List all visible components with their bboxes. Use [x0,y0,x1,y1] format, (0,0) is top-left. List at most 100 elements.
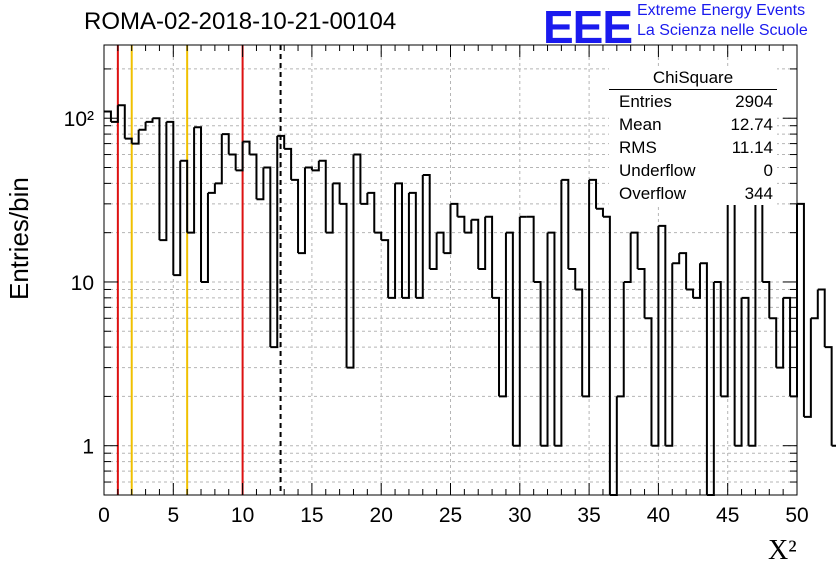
histogram-bin [464,219,473,234]
histogram-bin [741,296,750,446]
histogram-bin [318,159,327,233]
histogram-bin [658,224,667,446]
reference-lines [116,45,282,495]
histogram-bin [221,133,230,155]
histogram-bin [547,231,556,446]
histogram-bin [817,288,826,348]
x-tick-label: 5 [167,504,179,527]
histogram-bin [679,252,688,290]
histogram-bin [214,134,223,185]
histogram-bin [803,318,812,418]
axes: 0 5 10 15 20 25 30 35 40 45 50 1 10 10² [64,44,809,527]
histogram-bin [512,216,521,447]
histogram-bin [450,202,459,217]
histogram-bin [388,183,397,299]
histogram-bin [554,179,563,447]
y-tick-label: 1 [82,436,94,459]
histogram-bin [505,231,514,446]
stats-row-mean: Mean 12.74 [609,113,777,136]
histogram-bin [651,225,660,447]
x-tick-label: 25 [439,504,462,527]
x-tick-label: 35 [577,504,600,527]
y-tick-label: 10² [64,108,94,131]
histogram-bin [242,140,251,155]
histogram-bin [194,126,203,282]
histogram-bin [180,159,189,233]
logo-subtitle-1: Extreme Energy Events [637,2,806,19]
x-tick-label: 40 [647,504,670,527]
histogram-bin [422,174,431,269]
histogram-bin [298,167,306,255]
histogram-bin [443,203,452,255]
histogram-bin [693,263,701,299]
histogram-bin [311,160,320,172]
histogram-bin [713,280,722,397]
x-tick-label: 30 [508,504,531,527]
histogram-bin [686,288,695,298]
logo-subtitle-2: La Scienza nelle Scuole [637,22,808,39]
stats-value: 12.74 [730,115,773,134]
x-tick-label: 20 [370,504,393,527]
histogram-bin [159,121,168,242]
x-tick-label: 0 [98,504,110,527]
histogram-bin [797,202,805,417]
histogram-bin [436,231,445,254]
histogram-bin [644,317,653,446]
stats-value: 0 [763,161,773,180]
histogram-bin [173,160,182,277]
histogram-bin [367,191,376,233]
run-title: ROMA-02-2018-10-21-00104 [84,8,397,35]
histogram-bin [201,192,209,283]
histogram-bin [401,192,410,299]
histogram-bin [769,317,778,368]
histogram-bin [346,154,355,369]
x-tick-label: 45 [716,504,739,527]
histogram-bin [776,297,785,369]
x-tick-label: 10 [231,504,254,527]
histogram-bin [755,202,764,282]
histogram-bin [381,239,390,298]
histogram-bin [540,232,549,447]
histogram-bin [602,215,611,495]
stats-label: Entries [619,92,672,111]
stats-label: Underflow [619,161,696,180]
histogram-bin [429,232,438,270]
histogram-bin [235,141,244,172]
histogram-bin [526,215,535,282]
histogram-bin [471,218,480,269]
histogram-bin [263,166,272,348]
stats-value: 2904 [735,92,773,111]
stats-value: 11.14 [731,138,773,157]
histogram-bin [492,296,501,397]
x-axis-label: X² [768,535,797,566]
histogram-bin [561,178,570,269]
histogram-bin [630,231,639,269]
histogram-bin [291,178,300,254]
histogram-bin [637,267,646,319]
histogram-bin [166,120,175,276]
histogram-bin [277,134,286,149]
stats-label: RMS [619,138,657,157]
stats-row-overflow: Overflow 344 [609,182,777,205]
x-tick-label: 50 [785,504,808,527]
histogram-bin [187,127,196,234]
histogram-bin [228,153,237,171]
histogram-bin [124,137,133,144]
histogram-bin [339,202,348,368]
histogram-bin [582,179,591,398]
histogram-bin [623,232,632,283]
histogram-bin [249,153,258,200]
histogram-bin [596,207,604,217]
histogram-bin [810,289,819,320]
histogram-bin [720,203,729,398]
histogram-bin [415,175,424,299]
stats-row-underflow: Underflow 0 [609,159,777,182]
histogram-bin [665,263,674,447]
histogram-bin [589,178,598,209]
x-tick-label: 15 [300,504,323,527]
stats-label: Mean [619,115,662,134]
histogram-bin [131,129,140,145]
histogram-bin [485,215,494,298]
histogram-bin [699,262,708,495]
y-tick-label: 10 [71,272,94,295]
